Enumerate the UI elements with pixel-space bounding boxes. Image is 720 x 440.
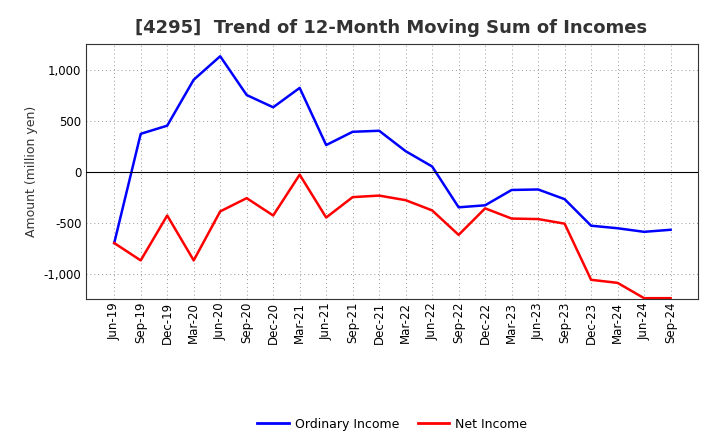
Ordinary Income xyxy=(243,92,251,98)
Line: Ordinary Income: Ordinary Income xyxy=(114,56,670,243)
Ordinary Income xyxy=(110,240,119,246)
Ordinary Income xyxy=(613,226,622,231)
Ordinary Income xyxy=(454,205,463,210)
Net Income xyxy=(560,221,569,226)
Ordinary Income xyxy=(560,197,569,202)
Ordinary Income xyxy=(163,123,171,128)
Net Income xyxy=(216,209,225,214)
Net Income xyxy=(534,216,542,222)
Line: Net Income: Net Income xyxy=(114,175,670,298)
Ordinary Income xyxy=(428,164,436,169)
Ordinary Income xyxy=(481,203,490,208)
Net Income xyxy=(640,296,649,301)
Legend: Ordinary Income, Net Income: Ordinary Income, Net Income xyxy=(252,413,533,436)
Ordinary Income xyxy=(640,229,649,235)
Net Income xyxy=(666,296,675,301)
Ordinary Income xyxy=(295,85,304,91)
Ordinary Income xyxy=(216,54,225,59)
Net Income xyxy=(613,280,622,286)
Net Income xyxy=(163,213,171,218)
Net Income xyxy=(375,193,384,198)
Text: [4295]  Trend of 12-Month Moving Sum of Incomes: [4295] Trend of 12-Month Moving Sum of I… xyxy=(135,19,647,37)
Net Income xyxy=(189,258,198,263)
Ordinary Income xyxy=(401,149,410,154)
Net Income xyxy=(428,208,436,213)
Net Income xyxy=(269,213,277,218)
Ordinary Income xyxy=(666,227,675,232)
Net Income xyxy=(508,216,516,221)
Y-axis label: Amount (million yen): Amount (million yen) xyxy=(25,106,38,237)
Ordinary Income xyxy=(534,187,542,192)
Net Income xyxy=(243,195,251,201)
Net Income xyxy=(348,194,357,200)
Net Income xyxy=(454,232,463,238)
Ordinary Income xyxy=(269,105,277,110)
Net Income xyxy=(401,198,410,203)
Net Income xyxy=(110,240,119,246)
Net Income xyxy=(587,277,595,282)
Net Income xyxy=(481,206,490,211)
Ordinary Income xyxy=(375,128,384,133)
Net Income xyxy=(322,215,330,220)
Net Income xyxy=(295,172,304,177)
Ordinary Income xyxy=(587,223,595,228)
Ordinary Income xyxy=(508,187,516,193)
Ordinary Income xyxy=(348,129,357,135)
Net Income xyxy=(136,258,145,263)
Ordinary Income xyxy=(189,77,198,82)
Ordinary Income xyxy=(322,143,330,148)
Ordinary Income xyxy=(136,131,145,136)
